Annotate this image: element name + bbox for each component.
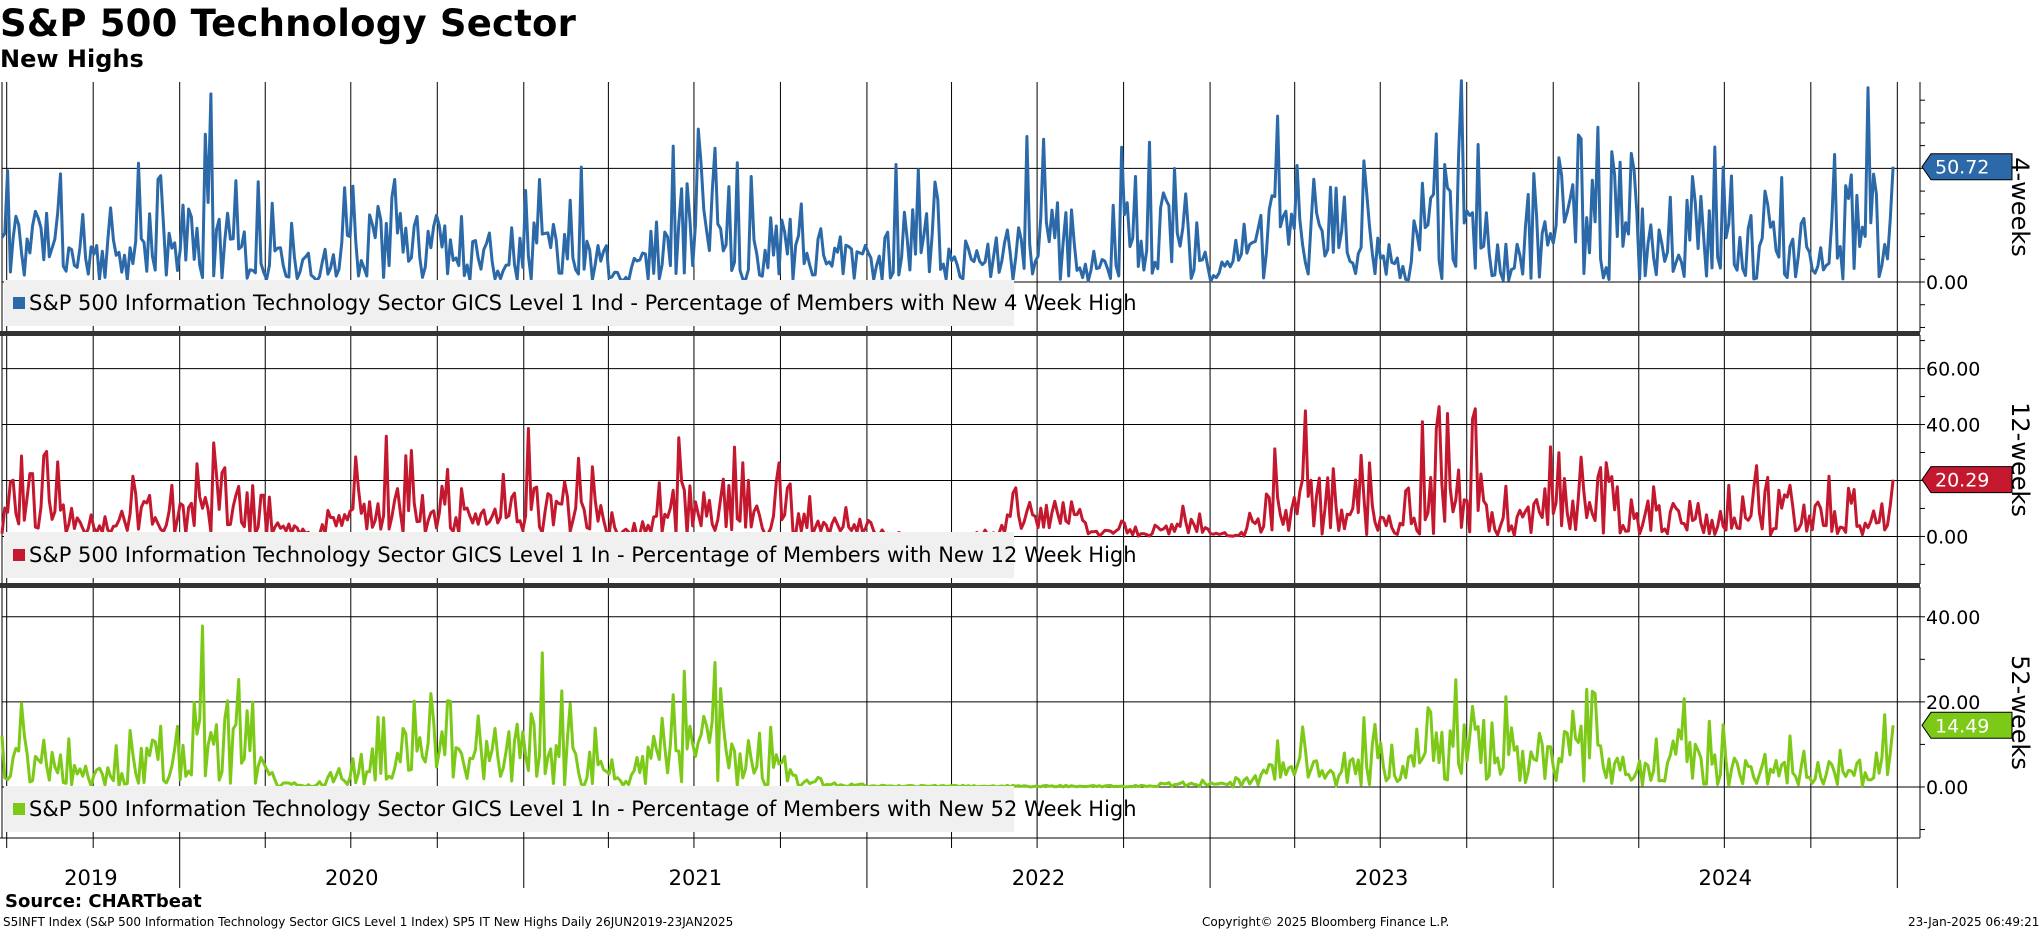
x-year-label: 2019 — [64, 866, 117, 890]
panel-label: 52-weeks — [2006, 655, 2034, 770]
chart-subtitle: New Highs — [0, 45, 144, 73]
legend-swatch — [13, 549, 25, 561]
last-value-label: 50.72 — [1935, 157, 1989, 179]
source-label: Source: CHARTbeat — [5, 891, 202, 912]
legend-label: S&P 500 Information Technology Sector GI… — [29, 797, 1137, 821]
legend-label: S&P 500 Information Technology Sector GI… — [29, 543, 1137, 567]
last-value-flag — [1921, 153, 2013, 181]
last-value-flag — [1921, 711, 2013, 739]
legend-box — [4, 786, 1014, 832]
x-year-label: 2023 — [1355, 866, 1408, 890]
timestamp: 23-Jan-2025 06:49:21 — [1908, 915, 2040, 929]
copyright-notice: Copyright© 2025 Bloomberg Finance L.P. — [1202, 915, 1450, 929]
y-tick-label: 40.00 — [1926, 607, 1980, 629]
y-tick-label: 0.00 — [1926, 272, 1968, 294]
x-year-label: 2022 — [1012, 866, 1065, 890]
last-value-label: 14.49 — [1935, 715, 1989, 737]
series-line-52w — [0, 624, 1895, 789]
last-value-flag — [1921, 466, 2013, 494]
legend-box — [4, 280, 1014, 326]
series-line-4w — [0, 79, 1895, 283]
panel-label: 12-weeks — [2006, 402, 2034, 517]
panel-52w: 0.00 20.00 40.00 14.49 52-weeks S&P 500 Infor… — [0, 587, 2034, 838]
y-tick-label: 40.00 — [1926, 415, 1980, 437]
x-year-label: 2020 — [325, 866, 378, 890]
y-tick-label: 0.00 — [1926, 777, 1968, 799]
chart-area: 0.00 50.72 4-weeks S&P 500 Information Tech… — [0, 79, 2034, 890]
panel-12w: 0.00 40.00 60.00 20.29 12-weeks S&P 500 Infor… — [0, 335, 2034, 584]
y-tick-label: 0.00 — [1926, 526, 1968, 548]
y-tick-label: 60.00 — [1926, 359, 1980, 381]
panel-4w: 0.00 50.72 4-weeks S&P 500 Information Tech… — [0, 79, 2034, 332]
y-tick-label: 20.00 — [1926, 692, 1980, 714]
chart-title: S&P 500 Technology Sector — [0, 2, 577, 45]
x-year-label: 2021 — [669, 866, 722, 890]
x-year-label: 2024 — [1699, 866, 1752, 890]
legend-label: S&P 500 Information Technology Sector GI… — [29, 291, 1137, 315]
series-line-12w — [0, 405, 1895, 538]
legend-swatch — [13, 803, 25, 815]
legend-swatch — [13, 297, 25, 309]
last-value-label: 20.29 — [1935, 470, 1989, 492]
legend-box — [4, 532, 1014, 578]
panel-label: 4-weeks — [2006, 157, 2034, 257]
series-description: S5INFT Index (S&P 500 Information Techno… — [3, 915, 734, 929]
